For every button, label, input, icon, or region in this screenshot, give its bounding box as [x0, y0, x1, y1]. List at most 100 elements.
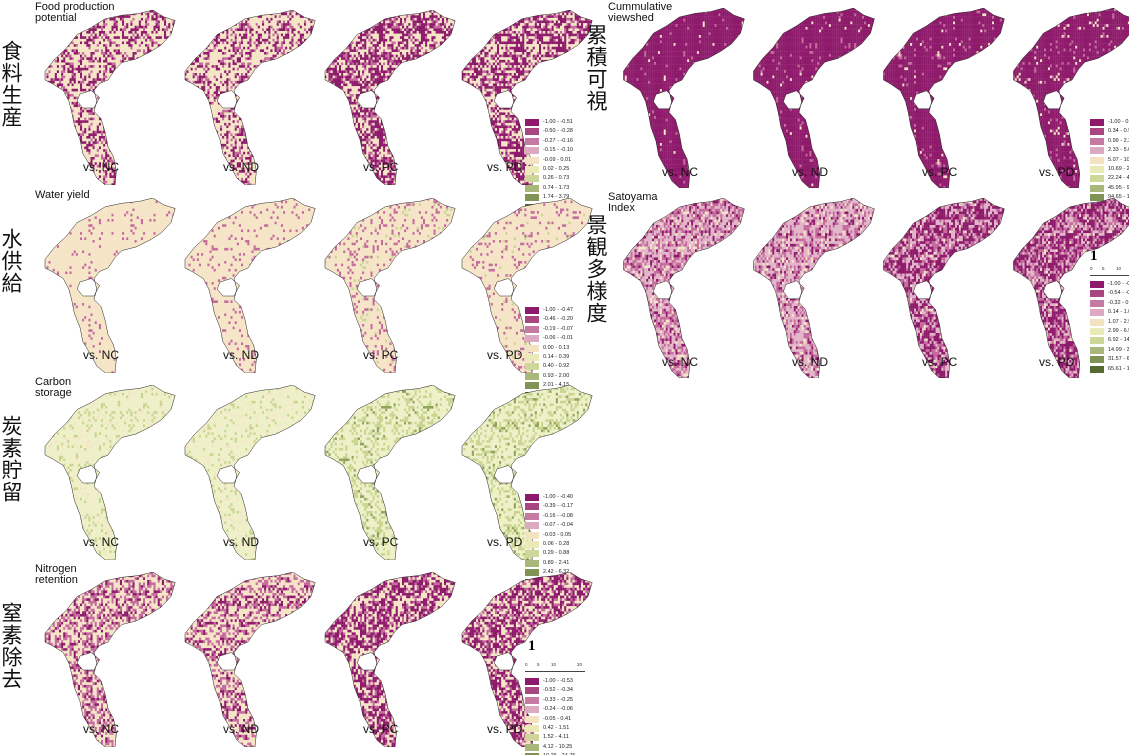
scale-label: 5: [1102, 266, 1105, 271]
legend-label: 22.24 - 45.9: [1108, 175, 1129, 182]
legend-label: -1.00 - -0.51: [543, 119, 573, 126]
legend-label: 0.99 - 2.32: [1108, 138, 1129, 145]
map-label: vs. NC: [662, 355, 698, 369]
legend-swatch: [1090, 128, 1104, 135]
legend-swatch: [1090, 300, 1104, 307]
map-area: [185, 572, 315, 747]
legend-swatch: [525, 716, 539, 723]
legend-swatch: [1090, 175, 1104, 182]
legend-swatch: [1090, 347, 1104, 354]
map: [178, 198, 318, 373]
map: [747, 198, 877, 378]
map-area: [325, 572, 455, 747]
legend-label: 31.57 - 65.: [1108, 356, 1129, 363]
map-label: vs. PD: [487, 722, 522, 736]
legend-swatch: [1090, 281, 1104, 288]
legend-swatch: [525, 147, 539, 154]
map-label: vs. NC: [662, 165, 698, 179]
scale-label: 5: [537, 662, 540, 667]
legend-label: -0.15 - -0.10: [543, 147, 573, 154]
scale-label: 20: [577, 662, 582, 667]
legend-swatch: [525, 326, 539, 333]
legend-swatch: [1090, 147, 1104, 154]
map-area: [185, 385, 315, 560]
map: [178, 385, 318, 560]
legend-swatch: [525, 166, 539, 173]
legend-swatch: [525, 522, 539, 529]
map: [38, 198, 178, 373]
legend-label: -0.16 - -0.08: [543, 513, 573, 520]
panel: Carbon storage炭素貯留vs. NCvs. NDvs. PCvs. …: [0, 375, 585, 563]
scale-label: 10: [551, 662, 556, 667]
legend-swatch: [525, 316, 539, 323]
legend-swatch: [525, 345, 539, 352]
legend-label: 0.40 - 0.92: [543, 363, 569, 370]
map: [318, 198, 458, 373]
map-label: vs. ND: [792, 165, 828, 179]
map: [178, 572, 318, 747]
map-label: vs. PC: [922, 355, 957, 369]
legend-label: -0.03 - 0.05: [543, 532, 571, 539]
japanese-label: 水供給: [0, 228, 22, 294]
legend-label: 0.34 - 0.98: [1108, 128, 1129, 135]
map-label: vs. NC: [83, 722, 119, 736]
legend-label: 0.14 - 0.39: [543, 354, 569, 361]
legend-label: -0.46 - -0.20: [543, 316, 573, 323]
legend-label: 0.06 - 0.28: [543, 541, 569, 548]
legend-swatch: [525, 678, 539, 685]
legend-label: -1.00 - -0.53: [543, 678, 573, 685]
panel: Water yield水供給vs. NCvs. NDvs. PCvs. PD-1…: [0, 188, 585, 376]
map-area: [884, 8, 1005, 188]
map-label: vs. PC: [363, 722, 398, 736]
legend-swatch: [525, 128, 539, 135]
legend-swatch: [1090, 356, 1104, 363]
figure: Food production potential食料生産vs. NCvs. N…: [0, 0, 1129, 755]
legend-swatch: [525, 550, 539, 557]
map-area: [884, 198, 1005, 378]
japanese-label: 食料生産: [0, 40, 22, 128]
legend-swatch: [525, 335, 539, 342]
legend-label: -0.32 - 0.1: [1108, 300, 1129, 307]
legend-label: 0.26 - 0.73: [543, 175, 569, 182]
legend-label: 14.99 - 31.: [1108, 347, 1129, 354]
map: [38, 572, 178, 747]
legend-swatch: [1090, 319, 1104, 326]
legend-swatch: [525, 307, 539, 314]
legend-label: -1.00 - -0.40: [543, 494, 573, 501]
scale-label: 0: [525, 662, 528, 667]
map-area: [754, 8, 875, 188]
panel: Cummulative viewshed累積可視vs. NCvs. NDvs. …: [585, 0, 1129, 188]
legend-label: 1.52 - 4.11: [543, 734, 569, 741]
legend-label: -0.50 - -0.28: [543, 128, 573, 135]
map-area: [185, 198, 315, 373]
legend-swatch: [1090, 366, 1104, 373]
legend-swatch: [525, 541, 539, 548]
legend-swatch: [525, 532, 539, 539]
map: [178, 10, 318, 185]
legend-swatch: [1090, 328, 1104, 335]
scale-label: 10: [1116, 266, 1121, 271]
japanese-label: 景観多様度: [585, 214, 607, 324]
legend-label: 1.07 - 2.9: [1108, 319, 1129, 326]
legend-label: -0.07 - -0.04: [543, 522, 573, 529]
map-label: vs. PD: [487, 535, 522, 549]
legend-swatch: [1090, 337, 1104, 344]
map: [38, 385, 178, 560]
legend-swatch: [525, 138, 539, 145]
legend-label: -0.06 - -0.01: [543, 335, 573, 342]
legend-swatch: [1090, 166, 1104, 173]
map-label: vs. PC: [363, 348, 398, 362]
legend-label: 4.12 - 10.25: [543, 744, 572, 751]
legend-swatch: [525, 157, 539, 164]
map: [877, 198, 1007, 378]
legend-label: -0.33 - -0.25: [543, 697, 573, 704]
legend-label: 2.33 - 5.06: [1108, 147, 1129, 154]
map-area: [45, 10, 175, 185]
map-label: vs. PD: [487, 160, 522, 174]
legend-label: 10.69 - 22.2: [1108, 166, 1129, 173]
map: [747, 8, 877, 188]
map-area: [325, 10, 455, 185]
legend-swatch: [1090, 309, 1104, 316]
legend-swatch: [525, 503, 539, 510]
